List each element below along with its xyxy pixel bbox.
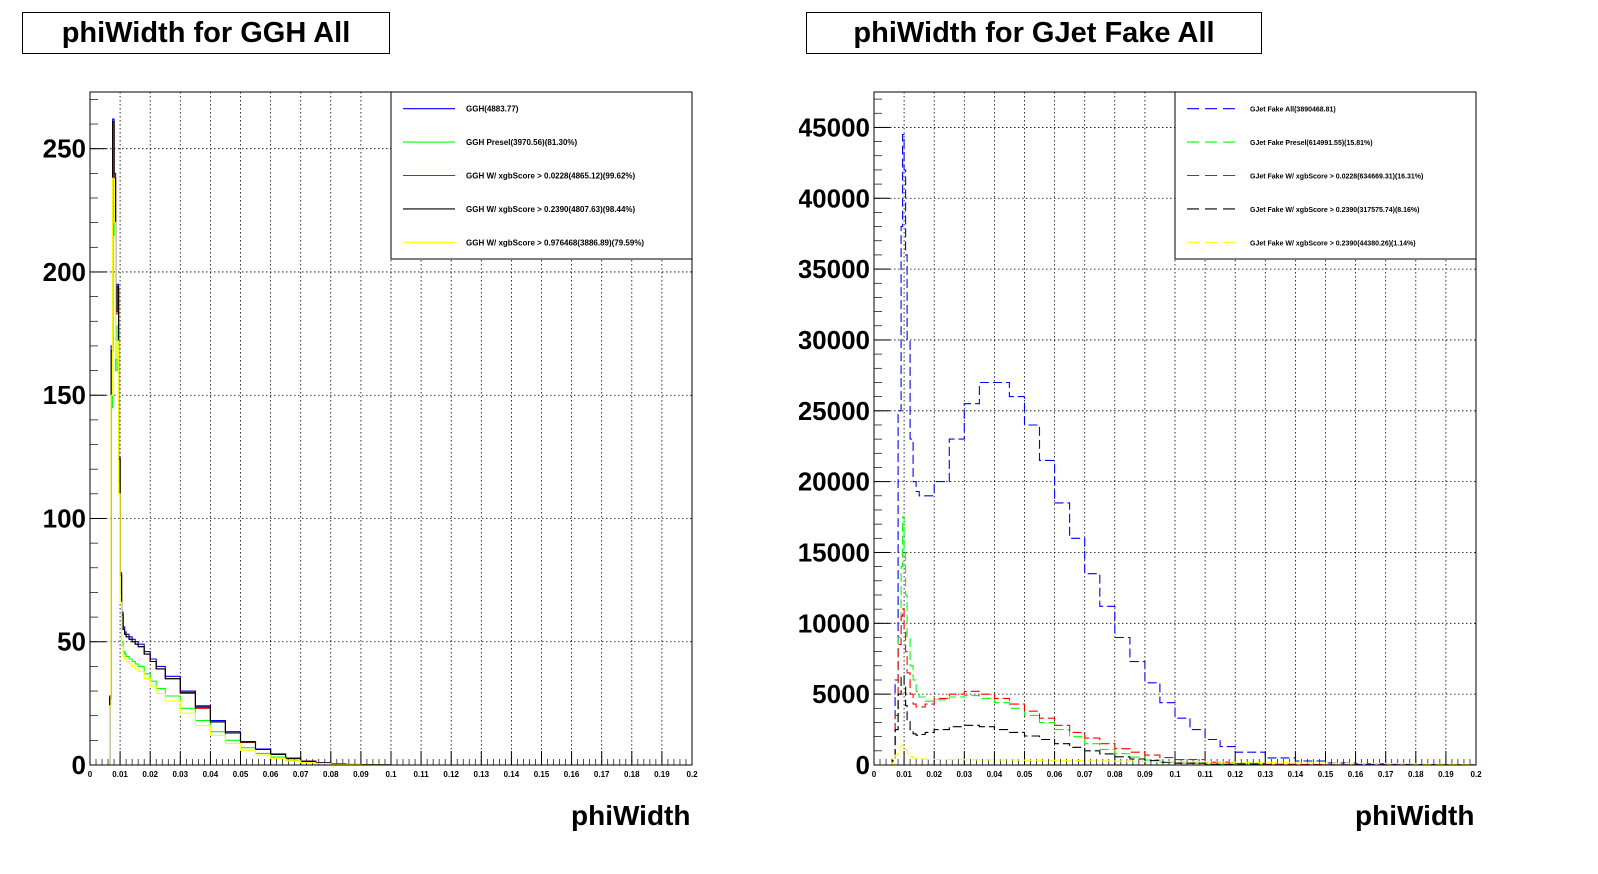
x-tick-label: 0.16 [564, 770, 580, 779]
chart-title: phiWidth for GJet Fake All [806, 12, 1262, 54]
y-tick-label: 100 [43, 503, 86, 533]
y-tick-label: 5000 [812, 679, 870, 709]
legend-label: GGH W/ xgbScore > 0.2390(4807.63)(98.44%… [466, 205, 636, 214]
legend-label: GGH Presel(3970.56)(81.30%) [466, 138, 578, 147]
x-tick-label: 0.09 [353, 770, 369, 779]
x-tick-label: 0.13 [1258, 770, 1274, 779]
legend: GGH(4883.77) GGH Presel(3970.56)(81.30%) G… [390, 91, 693, 260]
x-tick-label: 0.15 [534, 770, 550, 779]
x-tick-label: 0 [872, 770, 877, 779]
x-tick-label: 0.03 [957, 770, 973, 779]
left-plot: 0 0.01 0.02 0.03 0.04 0.05 0.06 0.07 0.08 0.09 0.1… [43, 91, 698, 780]
legend-label: GJet Fake W/ xgbScore > 0.2390(317575.74… [1250, 207, 1419, 214]
x-tick-label: 0.01 [112, 770, 128, 779]
series-line [889, 516, 1476, 766]
legend-label: GGH(4883.77) [466, 105, 519, 114]
x-tick-label: 0.19 [654, 770, 670, 779]
series-line [889, 744, 1477, 766]
x-tick-label: 0.1 [385, 770, 397, 779]
x-tick-label: 0.12 [1227, 770, 1243, 779]
x-tick-label: 0.03 [173, 770, 189, 779]
x-tick-label: 0.17 [1378, 770, 1394, 779]
right-plot: 0 0.01 0.02 0.03 0.04 0.05 0.06 0.07 0.08 0.09 0.1… [799, 91, 1482, 780]
x-tick-label: 0.09 [1137, 770, 1153, 779]
x-tick-label: 0.16 [1348, 770, 1364, 779]
x-tick-label: 0.04 [203, 770, 219, 779]
x-tick-label: 0.11 [1198, 770, 1214, 779]
x-tick-label: 0.07 [1077, 770, 1093, 779]
x-tick-label: 0.05 [233, 770, 249, 779]
legend-label: GGH W/ xgbScore > 0.0228(4865.12)(99.62%… [466, 172, 636, 181]
y-tick-label: 0 [856, 750, 870, 780]
legend: GJet Fake All(3890468.81) GJet Fake Prese… [1174, 91, 1477, 260]
x-axis-label: phiWidth [571, 800, 691, 831]
x-tick-label: 0.2 [1470, 770, 1482, 779]
x-tick-label: 0.11 [414, 770, 430, 779]
x-tick-label: 0 [88, 770, 93, 779]
y-tick-label: 200 [43, 257, 86, 287]
x-tick-label: 0.05 [1017, 770, 1033, 779]
x-tick-label: 0.17 [594, 770, 610, 779]
legend-label: GJet Fake W/ xgbScore > 0.0228(634669.31… [1250, 174, 1423, 181]
legend-label: GGH W/ xgbScore > 0.976468(3886.89)(79.5… [466, 238, 644, 247]
x-axis-label: phiWidth [1355, 800, 1475, 831]
x-tick-label: 0.12 [443, 770, 459, 779]
series-line [105, 177, 692, 766]
y-tick-label: 25000 [799, 396, 870, 426]
y-tick-label: 20000 [799, 467, 870, 497]
series-line [889, 133, 1476, 766]
x-tick-label: 0.14 [504, 770, 520, 779]
x-tick-label: 0.18 [624, 770, 640, 779]
y-tick-label: 0 [72, 750, 86, 780]
right-panel: phiWidth for GJet Fake All 0 0.01 0.02 0.03… [799, 0, 1598, 874]
x-tick-label: 0.06 [263, 770, 279, 779]
x-tick-label: 0.08 [1107, 770, 1123, 779]
y-tick-label: 40000 [799, 183, 870, 213]
x-tick-label: 0.15 [1318, 770, 1334, 779]
x-tick-label: 0.19 [1438, 770, 1454, 779]
x-tick-label: 0.13 [474, 770, 490, 779]
x-tick-label: 0.07 [293, 770, 309, 779]
left-panel: phiWidth for GGH All 0 0.01 0.02 0.03 0.04 0.… [22, 12, 698, 831]
x-tick-label: 0.1 [1169, 770, 1181, 779]
x-tick-label: 0.14 [1288, 770, 1304, 779]
y-tick-label: 15000 [799, 537, 870, 567]
y-tick-label: 150 [43, 380, 86, 410]
series-line [889, 675, 1477, 766]
y-tick-label: 30000 [799, 325, 870, 355]
x-tick-label: 0.04 [987, 770, 1003, 779]
y-tick-label: 35000 [799, 254, 870, 284]
y-tick-label: 10000 [799, 608, 870, 638]
legend-label: GJet Fake W/ xgbScore > 0.2390(44380.26)… [1250, 240, 1416, 247]
x-tick-label: 0.08 [323, 770, 339, 779]
legend-label: GJet Fake All(3890468.81) [1250, 107, 1336, 114]
x-tick-label: 0.01 [896, 770, 912, 779]
y-tick-label: 250 [43, 134, 86, 164]
chart-title: phiWidth for GGH All [22, 12, 390, 54]
y-tick-label: 50 [57, 627, 86, 657]
x-tick-label: 0.2 [686, 770, 698, 779]
x-tick-label: 0.02 [142, 770, 158, 779]
x-tick-label: 0.06 [1047, 770, 1063, 779]
legend-label: GJet Fake Presel(614991.55)(15.81%) [1250, 140, 1373, 147]
x-tick-label: 0.02 [926, 770, 942, 779]
x-tick-label: 0.18 [1408, 770, 1424, 779]
y-tick-label: 45000 [799, 112, 870, 142]
